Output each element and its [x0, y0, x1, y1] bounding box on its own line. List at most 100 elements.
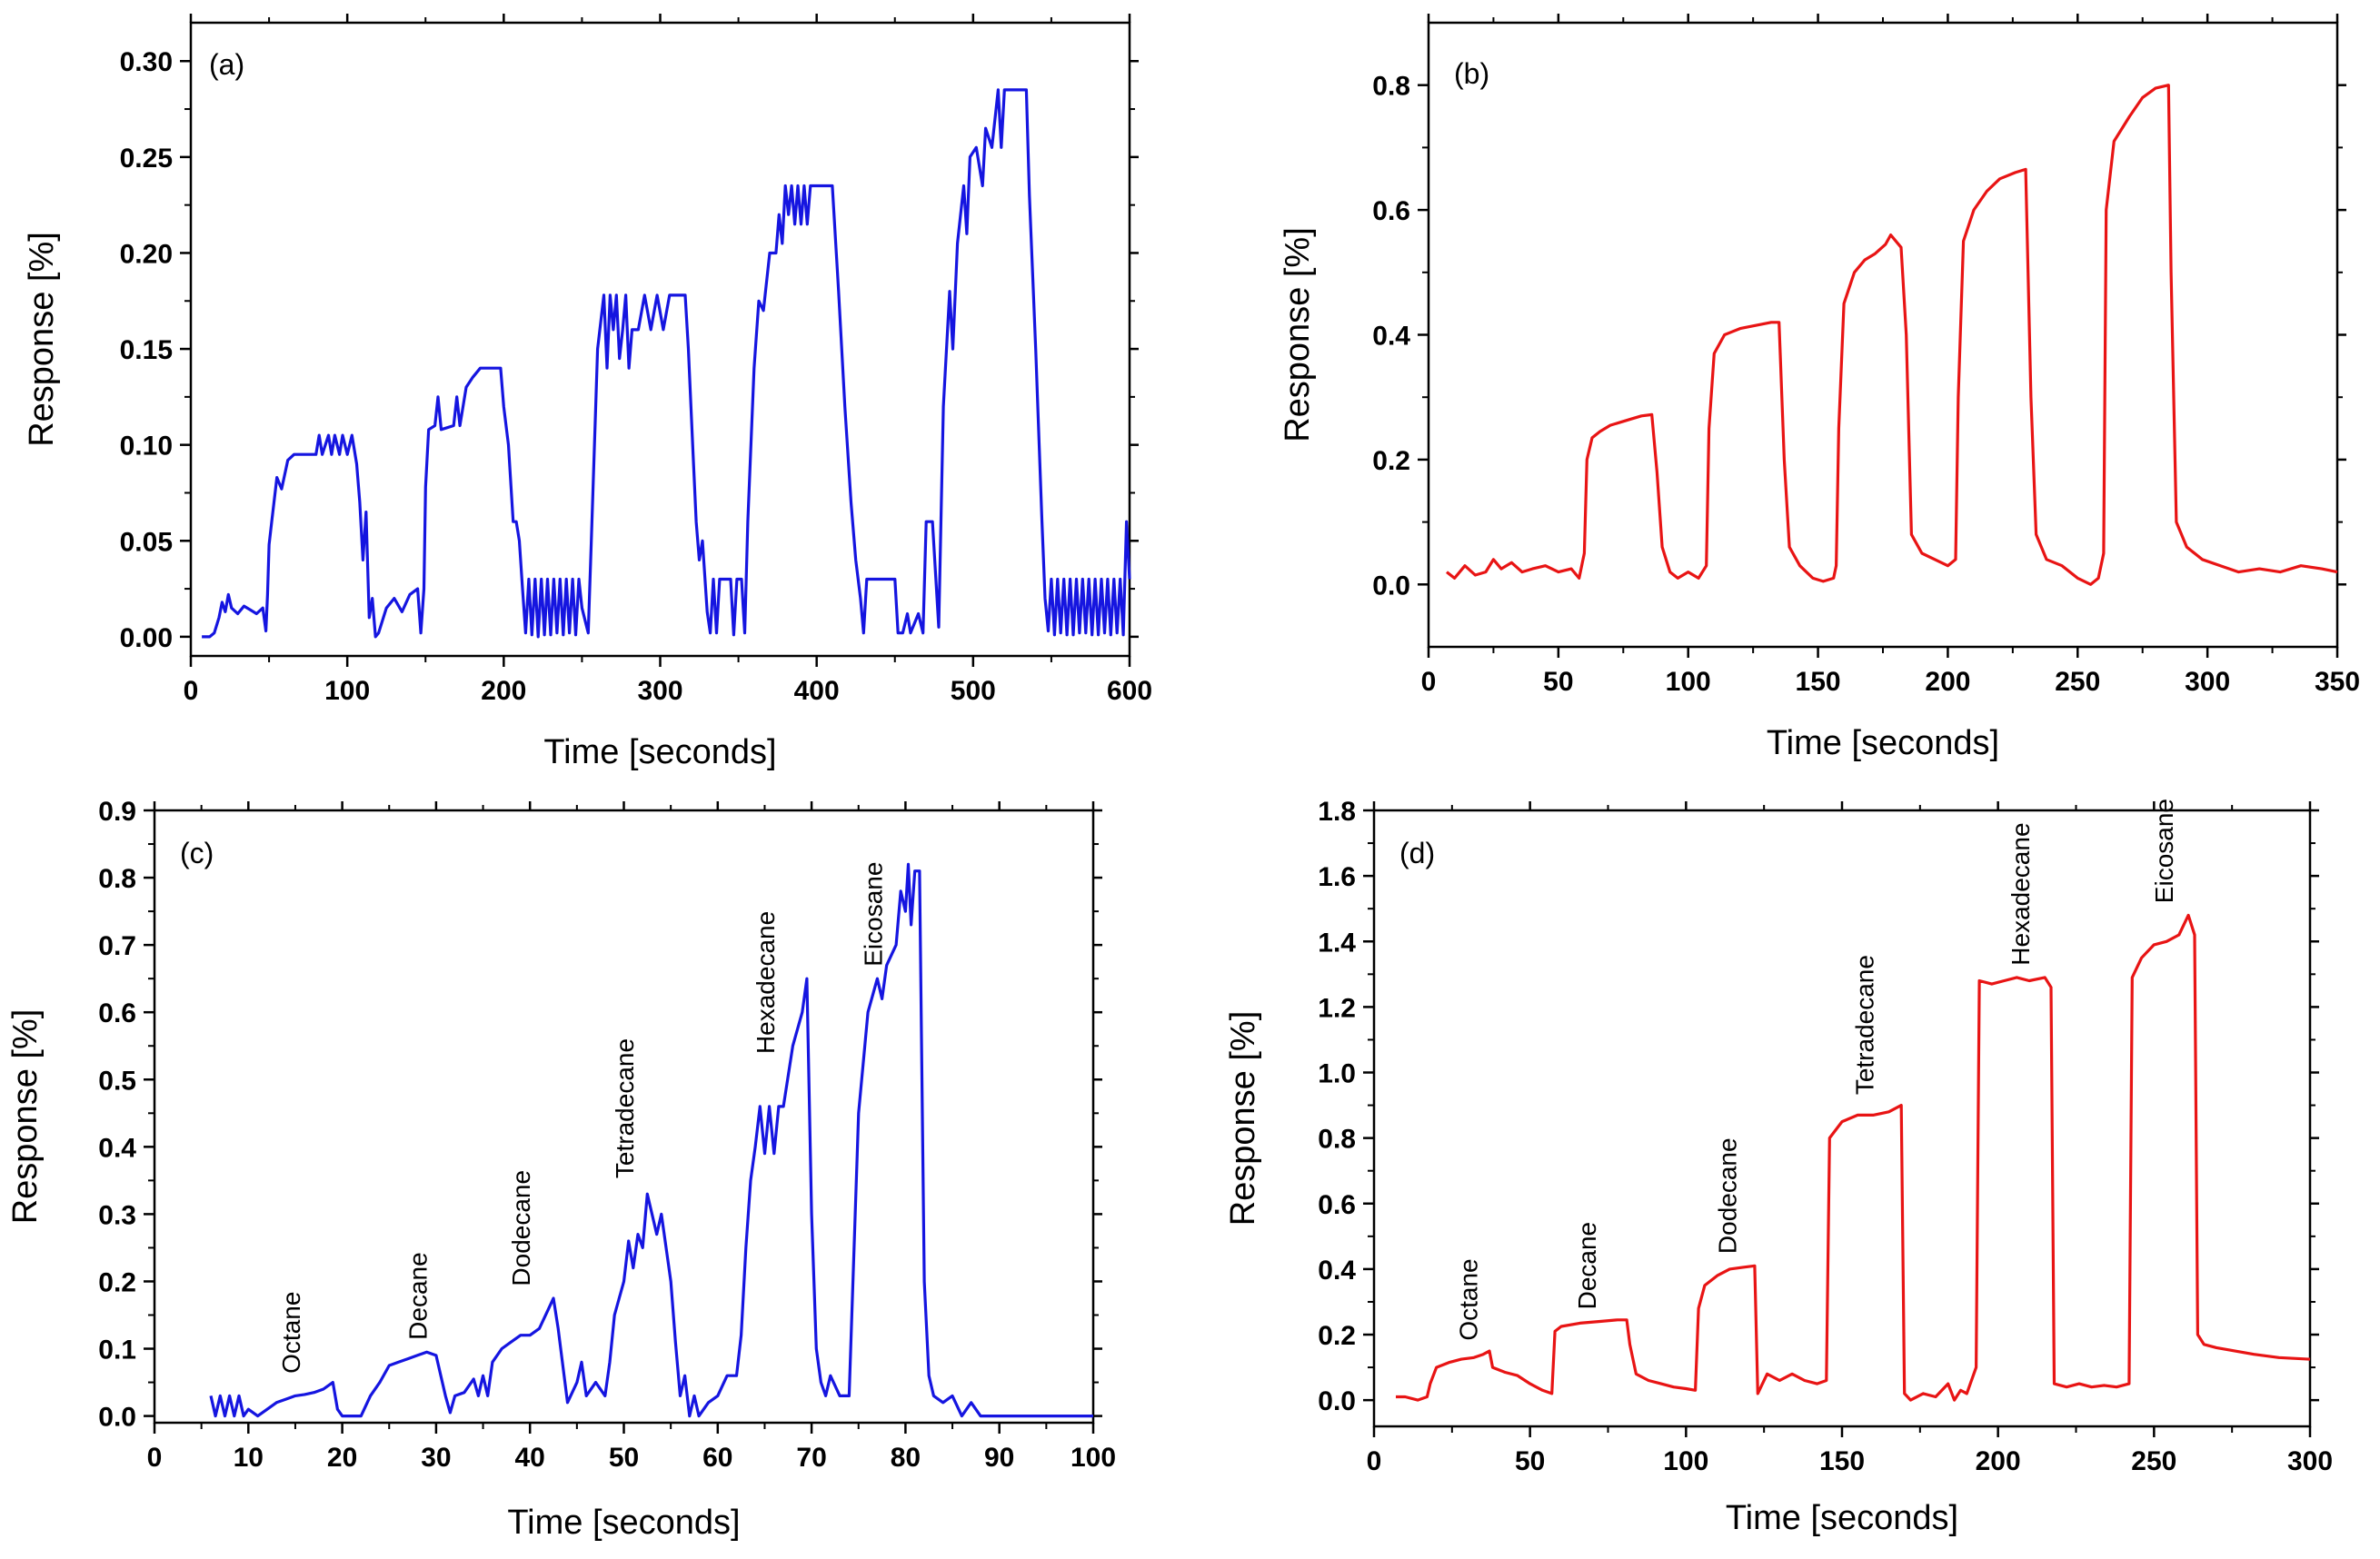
panel-tag: (a): [209, 48, 244, 81]
x-tick-label: 250: [2131, 1446, 2176, 1476]
x-tick-label: 0: [1421, 667, 1437, 697]
x-tick-label: 300: [637, 676, 682, 706]
y-tick-label: 1.0: [1318, 1059, 1356, 1089]
x-tick-label: 100: [1663, 1446, 1708, 1476]
panel-tag: (c): [180, 837, 214, 869]
y-axis-label: Response [%]: [23, 232, 61, 447]
annotation-eicosane: Eicosane: [860, 862, 888, 967]
y-tick-label: 0.8: [1318, 1125, 1356, 1155]
y-tick-label: 0.30: [120, 47, 173, 77]
y-tick-label: 0.6: [1318, 1190, 1356, 1220]
y-tick-label: 0.8: [1372, 72, 1410, 102]
annotation-octane: Octane: [277, 1292, 305, 1374]
x-tick-label: 350: [2315, 667, 2360, 697]
y-axis-label: Response [%]: [1224, 1011, 1262, 1226]
y-tick-label: 0.4: [1372, 322, 1410, 352]
y-tick-label: 1.6: [1318, 862, 1356, 892]
x-tick-label: 80: [891, 1443, 921, 1473]
x-tick-label: 50: [1515, 1446, 1545, 1476]
y-tick-label: 0.1: [98, 1336, 136, 1365]
x-tick-label: 500: [951, 676, 996, 706]
y-tick-label: 0.0: [1372, 571, 1410, 601]
x-tick-label: 100: [1666, 667, 1711, 697]
x-tick-label: 150: [1796, 667, 1841, 697]
x-axis-label: Time [seconds]: [543, 733, 776, 771]
y-tick-label: 0.20: [120, 239, 173, 269]
series-line-response: [1396, 913, 2311, 1402]
y-tick-label: 0.0: [98, 1403, 136, 1433]
y-tick-label: 0.5: [98, 1066, 136, 1096]
x-tick-label: 200: [1976, 1446, 2021, 1476]
panel-a-chart: 0 100 200 300 400 500 600 0.00 0.05 0.10 0.15 0.20 0…: [23, 14, 1152, 771]
y-tick-label: 1.2: [1318, 993, 1356, 1023]
y-tick-label: 1.4: [1318, 928, 1356, 958]
y-tick-label: 0.6: [98, 998, 136, 1028]
panel-d-chart: 0 50 100 150 200 250 300 0.0 0.2 0.4 0.6 0.8 1.0 1.2 1…: [1224, 797, 2333, 1537]
x-tick-label: 100: [324, 676, 370, 706]
annotation-octane: Octane: [1454, 1258, 1482, 1340]
annotation-hexadecane: Hexadecane: [752, 911, 780, 1054]
x-tick-label: 150: [1819, 1446, 1865, 1476]
panel-tag: (d): [1399, 837, 1435, 869]
annotation-decane: Decane: [1573, 1222, 1601, 1310]
y-tick-label: 0.3: [98, 1200, 136, 1230]
y-axis-label: Response [%]: [6, 1009, 45, 1225]
x-tick-label: 0: [147, 1443, 163, 1473]
annotation-eicosane: Eicosane: [2150, 799, 2178, 903]
annotation-dodecane: Dodecane: [507, 1170, 535, 1286]
y-tick-label: 0.4: [1318, 1256, 1356, 1286]
panel-tag: (b): [1454, 57, 1489, 90]
y-tick-label: 0.15: [120, 335, 173, 365]
x-tick-label: 90: [984, 1443, 1014, 1473]
y-tick-label: 0.25: [120, 144, 173, 174]
panel-b-chart: 0 50 100 150 200 250 300 350 0.0 0.2 0.4 0.6 0.8 Time…: [1279, 14, 2360, 762]
series-line-response: [209, 862, 1093, 1418]
y-tick-label: 0.6: [1372, 196, 1410, 226]
panel-c-chart: 0 10 20 30 40 50 60 70 80 90 100 0.0 0.1 0.2 0.3 0.4 0.5…: [6, 797, 1116, 1542]
panel-b-plot-frame: [1427, 21, 2339, 649]
x-tick-label: 0: [184, 676, 199, 706]
series-line-response: [1446, 84, 2338, 586]
x-tick-label: 200: [1925, 667, 1970, 697]
x-tick-label: 300: [2287, 1446, 2333, 1476]
y-tick-label: 0.10: [120, 432, 173, 462]
x-tick-label: 40: [515, 1443, 545, 1473]
annotation-tetradecane: Tetradecane: [1850, 955, 1878, 1095]
annotation-hexadecane: Hexadecane: [2007, 822, 2035, 965]
x-tick-label: 20: [327, 1443, 357, 1473]
y-tick-label: 0.9: [98, 797, 136, 827]
panel-a-plot-frame: [189, 21, 1131, 658]
x-tick-label: 200: [481, 676, 526, 706]
x-tick-label: 30: [421, 1443, 451, 1473]
x-tick-label: 250: [2055, 667, 2100, 697]
y-tick-label: 1.8: [1318, 797, 1356, 827]
x-tick-label: 300: [2185, 667, 2230, 697]
x-tick-label: 70: [796, 1443, 826, 1473]
y-tick-label: 0.00: [120, 623, 173, 653]
x-tick-label: 400: [794, 676, 840, 706]
y-tick-label: 0.05: [120, 527, 173, 557]
x-tick-label: 50: [609, 1443, 639, 1473]
x-tick-label: 10: [234, 1443, 264, 1473]
annotation-tetradecane: Tetradecane: [611, 1038, 639, 1178]
x-axis-label: Time [seconds]: [1767, 724, 1999, 762]
x-axis-label: Time [seconds]: [1726, 1499, 1958, 1537]
y-axis-label: Response [%]: [1279, 227, 1317, 442]
series-line-response: [202, 88, 1131, 639]
y-tick-label: 0.2: [1372, 446, 1410, 476]
y-tick-label: 0.0: [1318, 1386, 1356, 1416]
x-tick-label: 60: [702, 1443, 732, 1473]
y-tick-label: 0.4: [98, 1133, 136, 1163]
x-axis-label: Time [seconds]: [507, 1504, 740, 1542]
y-tick-label: 0.2: [1318, 1321, 1356, 1351]
x-tick-label: 600: [1107, 676, 1152, 706]
x-tick-label: 50: [1543, 667, 1573, 697]
annotation-decane: Decane: [404, 1252, 433, 1340]
y-tick-label: 0.7: [98, 931, 136, 961]
annotation-dodecane: Dodecane: [1713, 1137, 1741, 1254]
x-tick-label: 0: [1367, 1446, 1382, 1476]
y-tick-label: 0.8: [98, 864, 136, 894]
x-tick-label: 100: [1071, 1443, 1116, 1473]
y-tick-label: 0.2: [98, 1267, 136, 1297]
